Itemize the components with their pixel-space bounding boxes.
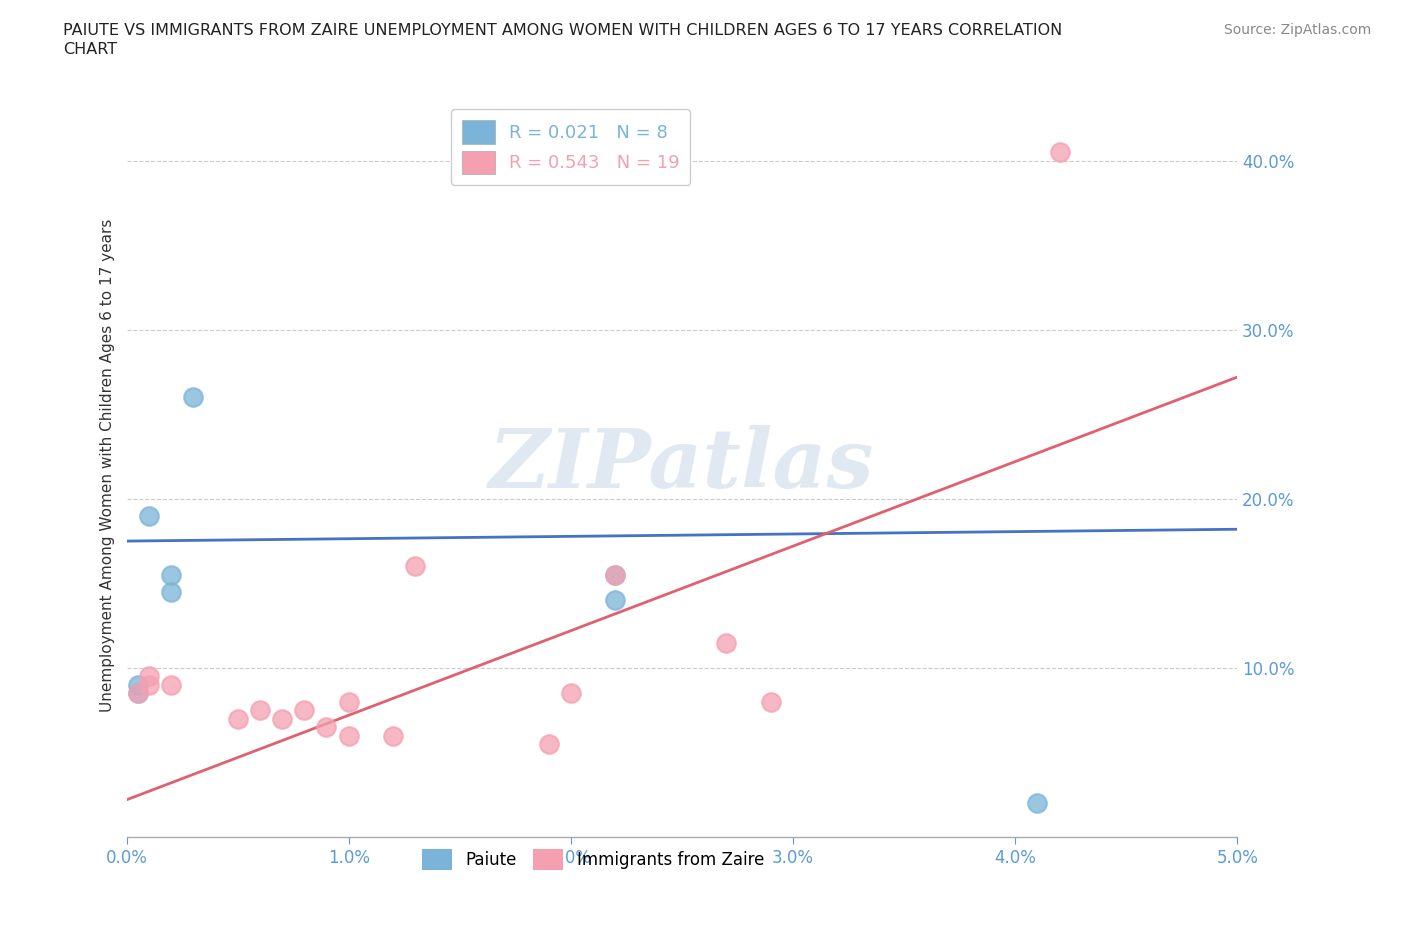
Point: [759, 695, 782, 710]
Point: [160, 677, 183, 692]
Point: [1026, 796, 1049, 811]
Text: PAIUTE VS IMMIGRANTS FROM ZAIRE UNEMPLOYMENT AMONG WOMEN WITH CHILDREN AGES 6 TO: PAIUTE VS IMMIGRANTS FROM ZAIRE UNEMPLOY…: [63, 23, 1063, 38]
Text: CHART: CHART: [63, 42, 117, 57]
Legend: Paiute, Immigrants from Zaire: Paiute, Immigrants from Zaire: [415, 843, 770, 877]
Point: [1049, 145, 1071, 160]
Point: [337, 695, 360, 710]
Point: [605, 592, 627, 607]
Point: [127, 685, 149, 700]
Y-axis label: Unemployment Among Women with Children Ages 6 to 17 years: Unemployment Among Women with Children A…: [100, 219, 115, 711]
Point: [160, 584, 183, 599]
Point: [181, 390, 204, 405]
Point: [382, 728, 405, 743]
Text: ZIPatlas: ZIPatlas: [489, 425, 875, 505]
Point: [138, 677, 160, 692]
Point: [404, 559, 426, 574]
Text: Source: ZipAtlas.com: Source: ZipAtlas.com: [1223, 23, 1371, 37]
Point: [138, 669, 160, 684]
Point: [127, 677, 149, 692]
Point: [226, 711, 249, 726]
Point: [160, 567, 183, 582]
Point: [537, 737, 560, 751]
Point: [560, 685, 582, 700]
Point: [138, 509, 160, 524]
Point: [271, 711, 294, 726]
Point: [127, 685, 149, 700]
Point: [249, 703, 271, 718]
Point: [315, 720, 337, 735]
Point: [605, 567, 627, 582]
Point: [716, 635, 738, 650]
Point: [605, 567, 627, 582]
Point: [292, 703, 315, 718]
Point: [337, 728, 360, 743]
